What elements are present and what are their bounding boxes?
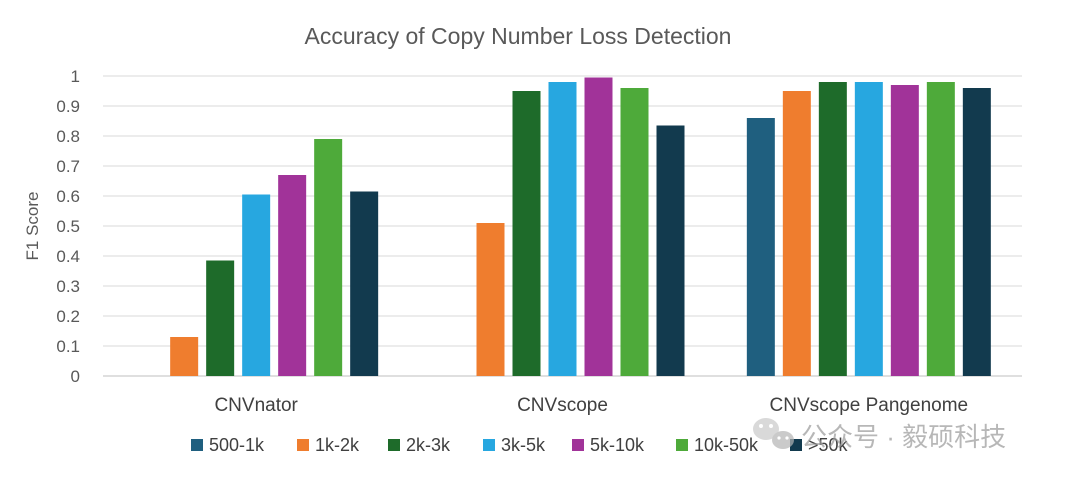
legend-label: 3k-5k xyxy=(501,435,546,455)
bar xyxy=(926,82,955,376)
bar xyxy=(818,82,847,376)
legend-swatch xyxy=(572,439,584,451)
bar xyxy=(512,91,541,376)
legend-label: 1k-2k xyxy=(315,435,360,455)
wechat-icon xyxy=(753,418,794,449)
watermark: 公众号 · 毅硕科技 xyxy=(753,418,1006,452)
y-tick-label: 0.6 xyxy=(56,187,80,206)
bar xyxy=(620,88,649,376)
bar xyxy=(782,91,811,376)
bar xyxy=(476,223,505,376)
bar xyxy=(548,82,577,376)
legend: 500-1k 1k-2k 2k-3k 3k-5k 5k-10k 10k-50k >50k xyxy=(191,435,849,455)
y-tick-label: 0.4 xyxy=(56,247,80,266)
bar xyxy=(170,337,199,376)
x-category-label: CNVnator xyxy=(214,395,298,416)
legend-label: >50k xyxy=(808,435,849,455)
legend-label: 5k-10k xyxy=(590,435,645,455)
bar xyxy=(350,191,379,376)
x-category-label: CNVscope Pangenome xyxy=(770,395,969,416)
bar xyxy=(854,82,883,376)
y-tick-label: 0.1 xyxy=(56,337,80,356)
legend-swatch xyxy=(676,439,688,451)
bar xyxy=(962,88,991,376)
legend-swatch xyxy=(483,439,495,451)
chart-title: Accuracy of Copy Number Loss Detection xyxy=(305,23,732,49)
legend-label: 500-1k xyxy=(209,435,265,455)
bars xyxy=(170,77,991,376)
y-tick-label: 1 xyxy=(71,67,80,86)
bar xyxy=(656,125,685,376)
bar xyxy=(206,260,235,376)
bar xyxy=(314,139,343,376)
legend-swatch xyxy=(388,439,400,451)
y-tick-label: 0.3 xyxy=(56,277,80,296)
bar xyxy=(242,194,271,376)
legend-label: 2k-3k xyxy=(406,435,451,455)
bar xyxy=(278,175,307,376)
watermark-text: 公众号 · 毅硕科技 xyxy=(801,422,1006,452)
y-tick-label: 0.2 xyxy=(56,307,80,326)
bar xyxy=(890,85,919,376)
y-tick-label: 0 xyxy=(71,367,80,386)
bar xyxy=(584,77,613,376)
y-axis-label: F1 Score xyxy=(23,192,42,261)
y-tick-label: 0.7 xyxy=(56,157,80,176)
y-tick-label: 0.9 xyxy=(56,97,80,116)
axes: 0 0.1 0.2 0.3 0.4 0.5 0.6 0.7 0.8 0.9 1 CNVnator CNV… xyxy=(56,67,968,416)
legend-swatch xyxy=(191,439,203,451)
y-tick-label: 0.8 xyxy=(56,127,80,146)
bar xyxy=(746,118,775,376)
legend-label: 10k-50k xyxy=(694,435,759,455)
x-category-label: CNVscope xyxy=(517,395,608,416)
legend-swatch xyxy=(297,439,309,451)
y-tick-label: 0.5 xyxy=(56,217,80,236)
